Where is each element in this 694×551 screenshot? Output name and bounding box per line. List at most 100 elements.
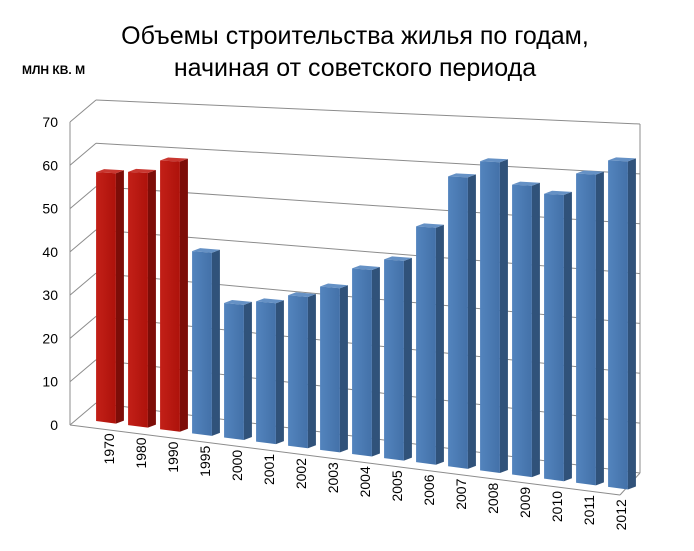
bar-top	[544, 190, 572, 195]
bar-top	[160, 157, 188, 162]
side-wall-gridline	[69, 142, 97, 166]
bar-top	[480, 158, 508, 163]
x-tick-label: 2008	[485, 483, 501, 514]
bar-front	[192, 251, 212, 436]
bar-front	[256, 301, 276, 445]
bar-side	[275, 300, 284, 445]
bar-front	[608, 160, 628, 490]
side-wall-gridline	[69, 186, 97, 209]
bar-side	[115, 170, 124, 424]
x-tick-label: 2006	[421, 474, 437, 505]
y-tick-label: 50	[42, 201, 58, 217]
bar	[160, 157, 188, 432]
x-axis-line	[69, 424, 621, 496]
x-tick-label: 2002	[293, 458, 309, 489]
bar-top	[192, 248, 220, 253]
gridline	[95, 99, 641, 125]
bar-front	[352, 268, 372, 457]
bar-side	[595, 171, 604, 486]
bar	[576, 170, 604, 486]
x-tick-label: 2011	[581, 495, 597, 525]
chart-title-line-2: начиная от советского периода	[174, 54, 536, 82]
bar-top	[416, 223, 444, 228]
bar	[608, 157, 636, 490]
x-tick-label: 1980	[133, 437, 149, 468]
bar-front	[416, 226, 436, 465]
x-tick-label: 1990	[165, 441, 181, 472]
x-tick-label: 2009	[517, 487, 533, 518]
bar	[192, 248, 220, 436]
bars	[96, 157, 636, 490]
bar	[320, 283, 348, 453]
bar	[512, 181, 540, 478]
bar-top	[448, 173, 476, 178]
bar-side	[435, 224, 444, 465]
bar-front	[512, 184, 532, 478]
y-tick-label: 10	[42, 374, 58, 390]
bar-side	[371, 267, 380, 457]
gridline	[95, 142, 641, 175]
x-tick-label: 1970	[101, 433, 117, 464]
bar-front	[288, 295, 308, 449]
bar	[288, 292, 316, 449]
bar	[96, 169, 124, 424]
bar-front	[224, 302, 244, 441]
bar-front	[320, 286, 340, 453]
bar	[448, 173, 476, 469]
bar-top	[608, 157, 636, 162]
bar-top	[256, 298, 284, 304]
bar-front	[576, 173, 596, 486]
bar-front	[160, 160, 180, 432]
x-axis-categories: 1970 1980 1990 1995 2000 2001 2002 2003 2004 2005…	[101, 433, 629, 530]
x-tick-label: 2004	[357, 466, 373, 497]
bar-front	[480, 161, 500, 473]
bar-top	[512, 181, 540, 186]
bar	[416, 223, 444, 465]
bar-top	[320, 283, 348, 289]
bar-side	[211, 249, 220, 436]
bar	[256, 298, 284, 445]
bar-top	[128, 168, 156, 173]
x-tick-label: 2012	[613, 499, 629, 530]
bar-side	[403, 257, 412, 461]
side-wall-gridline	[69, 272, 97, 296]
x-tick-label: 2003	[325, 462, 341, 493]
bar	[352, 265, 380, 457]
bar-side	[563, 191, 572, 482]
y-tick-label: 40	[42, 244, 58, 260]
y-tick-label: 20	[42, 330, 58, 346]
x-tick-label: 1995	[197, 445, 213, 476]
side-wall-gridline	[69, 359, 97, 383]
x-tick-label: 2010	[549, 491, 565, 522]
y-tick-label: 70	[42, 114, 58, 130]
bar-top	[384, 256, 412, 261]
bar-front	[128, 171, 148, 428]
bar-top	[352, 265, 380, 271]
side-wall-gridline	[69, 99, 97, 123]
side-wall-gridline	[69, 402, 97, 426]
bar-side	[339, 285, 348, 453]
bar-side	[531, 182, 540, 478]
y-axis-unit-label: МЛН КВ. М	[22, 63, 85, 77]
y-tick-label: 30	[42, 287, 58, 303]
y-axis-ticks: 0 10 20 30 40 50 60 70	[42, 114, 58, 433]
bar	[544, 190, 572, 482]
bar-top	[288, 292, 316, 297]
bar	[480, 158, 508, 473]
bar	[224, 299, 252, 441]
bar-front	[448, 176, 468, 469]
bar-front	[96, 172, 116, 424]
bar-top	[576, 170, 604, 175]
bar-side	[147, 169, 156, 428]
bar-side	[179, 158, 188, 432]
bar	[384, 256, 412, 461]
y-tick-label: 60	[42, 157, 58, 173]
bar-front	[544, 193, 564, 482]
bar-front	[384, 259, 404, 461]
y-tick-label: 0	[50, 417, 58, 433]
bar-side	[467, 174, 476, 469]
x-tick-label: 2007	[453, 478, 469, 509]
bar-top	[224, 299, 252, 305]
chart-title-line-1: Объемы строительства жилья по годам,	[121, 22, 589, 50]
